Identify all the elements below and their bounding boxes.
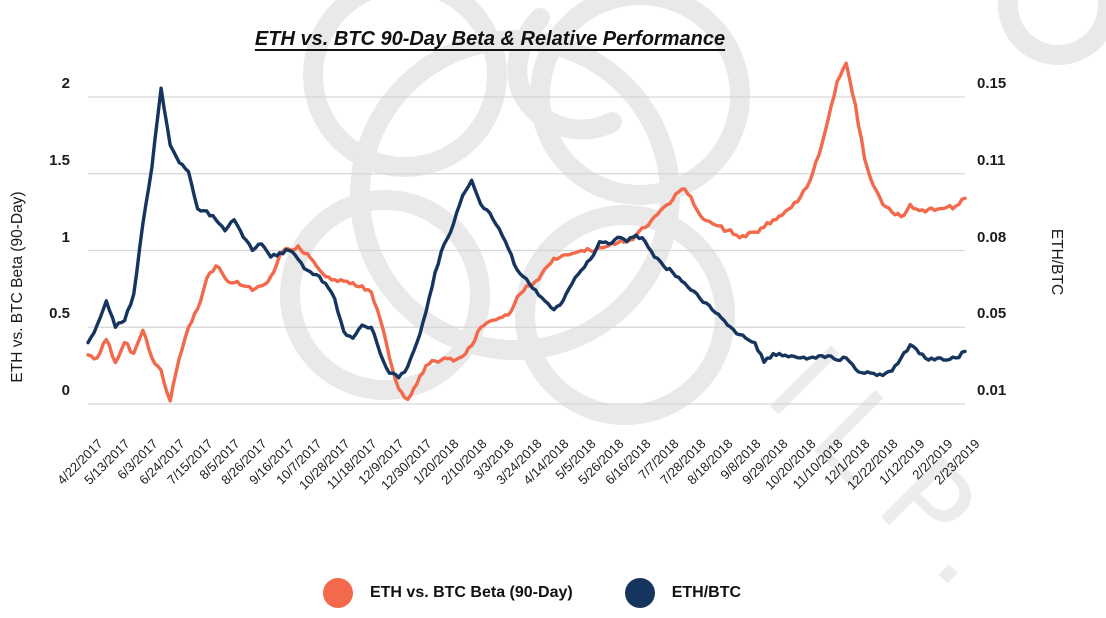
legend-color-dot bbox=[322, 578, 353, 608]
left-axis-tick-label: 2 bbox=[61, 75, 70, 92]
legend: ETH vs. BTC Beta (90-Day) ETH/BTC bbox=[0, 576, 1064, 610]
legend-color-dot bbox=[624, 578, 655, 608]
right-axis-tick-label: 0.05 bbox=[977, 305, 1007, 323]
left-axis-tick-label: 0.5 bbox=[49, 305, 70, 323]
chart-title: ETH vs. BTC 90-Day Beta & Relative Perfo… bbox=[254, 28, 726, 50]
series-line-ethbtc bbox=[86, 86, 967, 380]
watermark-knot-logo bbox=[280, 0, 1106, 425]
right-axis-tick-label: 0.08 bbox=[977, 228, 1007, 246]
series-line-beta bbox=[86, 61, 967, 403]
left-axis-tick-label: 1 bbox=[61, 228, 70, 246]
legend-item-beta: ETH vs. BTC Beta (90-Day) bbox=[322, 578, 573, 608]
right-axis-tick-label: 0.01 bbox=[977, 382, 1007, 399]
right-axis-tick-label: 0.11 bbox=[977, 151, 1006, 169]
right-axis-tick-label: 0.15 bbox=[977, 75, 1007, 92]
left-axis-tick-label: 1.5 bbox=[49, 151, 70, 169]
legend-label: ETH/BTC bbox=[671, 584, 742, 601]
right-axis-title: ETH/BTC bbox=[1048, 228, 1065, 296]
legend-label: ETH vs. BTC Beta (90-Day) bbox=[369, 584, 573, 601]
left-axis-tick-label: 0 bbox=[61, 382, 70, 399]
legend-item-ethbtc: ETH/BTC bbox=[624, 578, 742, 608]
left-axis-title: ETH vs. BTC Beta (90-Day) bbox=[9, 191, 26, 383]
